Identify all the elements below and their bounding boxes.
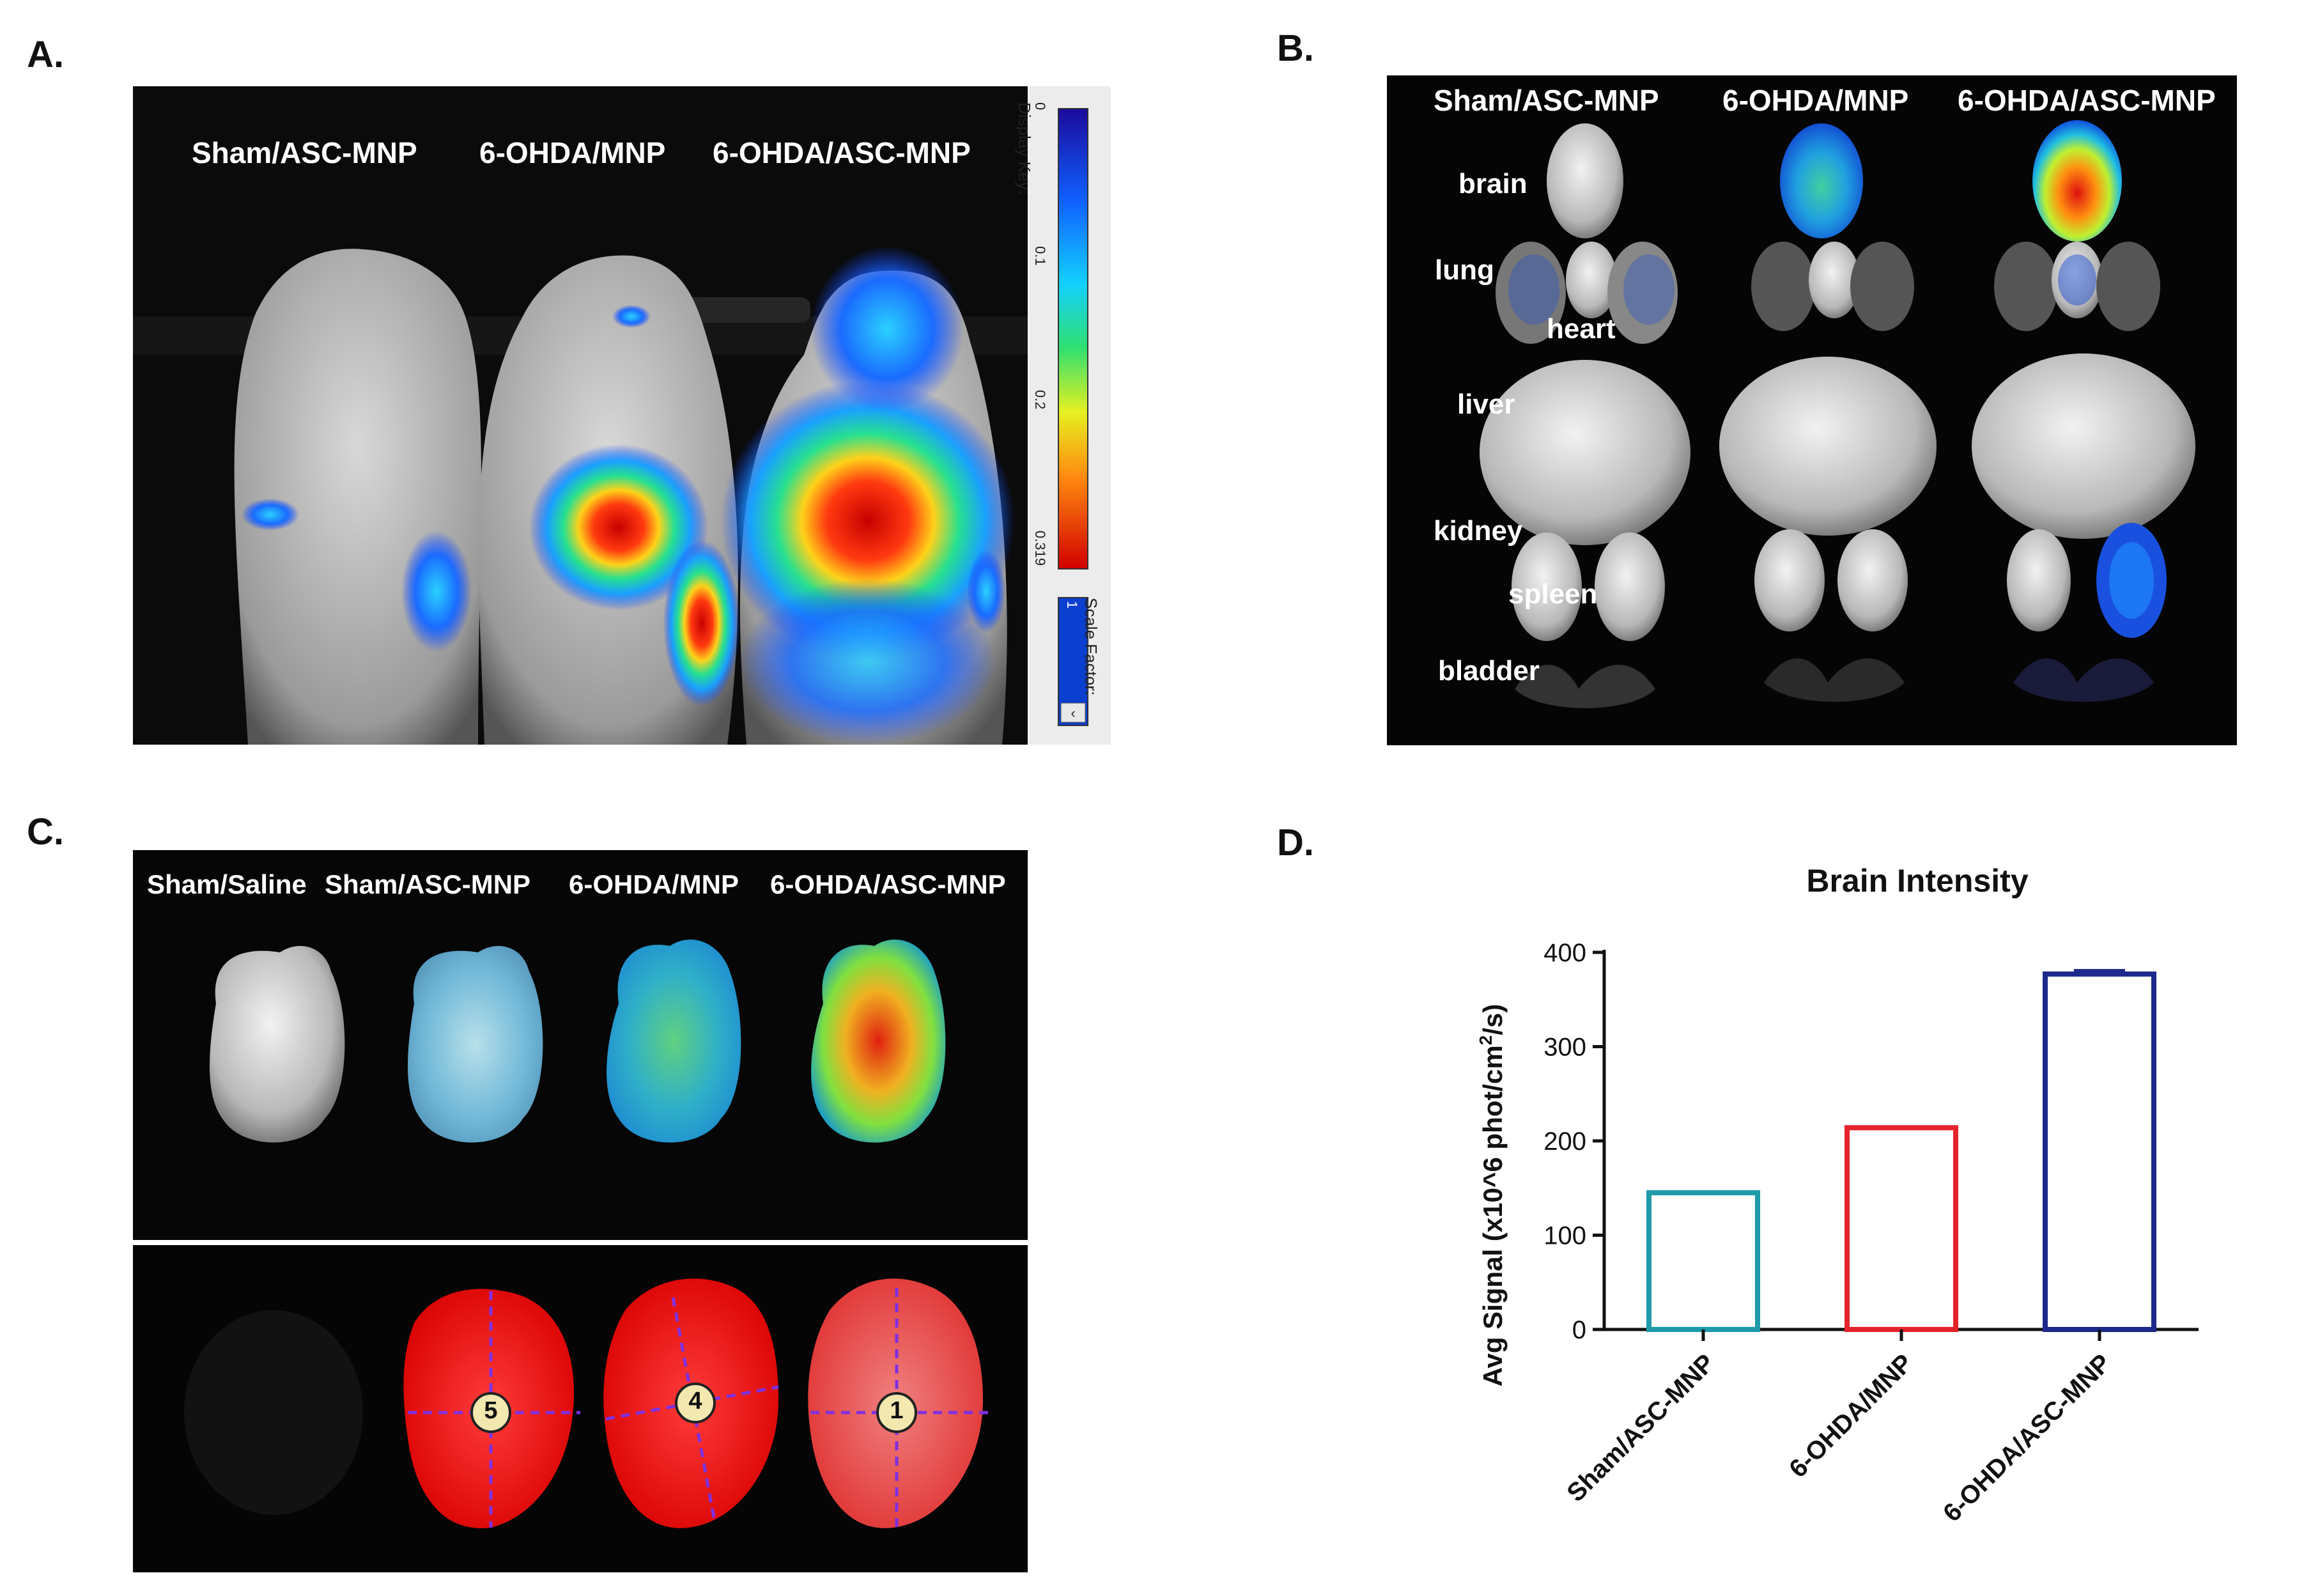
roi-number-5: 5: [484, 1397, 498, 1424]
panel-a-label-3: 6-OHDA/ASC-MNP: [713, 136, 971, 169]
panel-letter-d: D.: [1277, 822, 1314, 864]
organ-label-brain: brain: [1458, 168, 1527, 199]
organ-label-kidney: kidney: [1434, 515, 1523, 546]
y-tick-label-3: 300: [1543, 1034, 1586, 1062]
panel-a-image: ‹: [133, 86, 1111, 745]
scale-tick-2: 0.2: [1032, 390, 1048, 410]
scale-tick-0: 0: [1032, 102, 1048, 111]
panel-letter-c: C.: [27, 811, 64, 853]
organ-label-heart: heart: [1547, 313, 1616, 345]
bar-1: [1845, 1125, 1958, 1332]
display-key-label: Display Key:: [1015, 102, 1034, 195]
panel-b-label-2: 6-OHDA/MNP: [1722, 84, 1909, 117]
y-axis-label: Avg Signal (x10^6 phot/cm2/s): [1476, 1004, 1508, 1387]
panel-a-label-2: 6-OHDA/MNP: [479, 136, 666, 169]
x-tick-label-1: 6-OHDA/MNP: [1784, 1349, 1918, 1483]
roi-number-1: 1: [890, 1397, 904, 1424]
bar-2: [2043, 971, 2156, 1333]
mouse-1: [234, 249, 481, 745]
organ-label-lung: lung: [1435, 254, 1494, 286]
panel-letter-a: A.: [27, 34, 64, 75]
scale-factor-label: Scale Factor:: [1081, 598, 1101, 696]
chart-title: Brain Intensity: [1806, 863, 2028, 899]
brain-intensity-chart: Brain Intensity Avg Signal (x10^6 phot/c…: [1476, 863, 2199, 1528]
organ-label-bladder: bladder: [1438, 655, 1540, 686]
panel-c-image: [133, 850, 1028, 1572]
roi-number-4: 4: [688, 1388, 702, 1414]
panel-letter-b: B.: [1277, 27, 1314, 69]
panel-a-label-1: Sham/ASC-MNP: [192, 136, 417, 169]
y-tick-label-4: 400: [1543, 939, 1586, 967]
scale-tick-3: 0.319: [1032, 531, 1048, 566]
panel-c-label-3: 6-OHDA/MNP: [569, 869, 739, 899]
bar-0: [1646, 1190, 1760, 1332]
y-tick-label-0: 0: [1572, 1316, 1586, 1344]
organ-label-spleen: spleen: [1508, 578, 1598, 610]
x-tick-label-0: Sham/ASC-MNP: [1561, 1349, 1720, 1507]
y-tick-label-2: 200: [1543, 1127, 1586, 1156]
panel-b-label-1: Sham/ASC-MNP: [1434, 84, 1659, 117]
panel-c-label-4: 6-OHDA/ASC-MNP: [770, 869, 1006, 899]
organ-label-liver: liver: [1457, 389, 1515, 420]
svg-text:‹: ‹: [1071, 705, 1075, 721]
panel-c-label-1: Sham/Saline: [147, 869, 307, 899]
scale-tick-1: 0.1: [1032, 246, 1048, 266]
x-tick-label-2: 6-OHDA/ASC-MNP: [1938, 1349, 2116, 1527]
panel-c-label-2: Sham/ASC-MNP: [325, 869, 531, 899]
y-tick-label-1: 100: [1543, 1222, 1586, 1250]
panel-b-image: [1387, 75, 2237, 745]
scale-factor-value: 1: [1064, 601, 1080, 609]
panel-b-label-3: 6-OHDA/ASC-MNP: [1958, 84, 2216, 117]
